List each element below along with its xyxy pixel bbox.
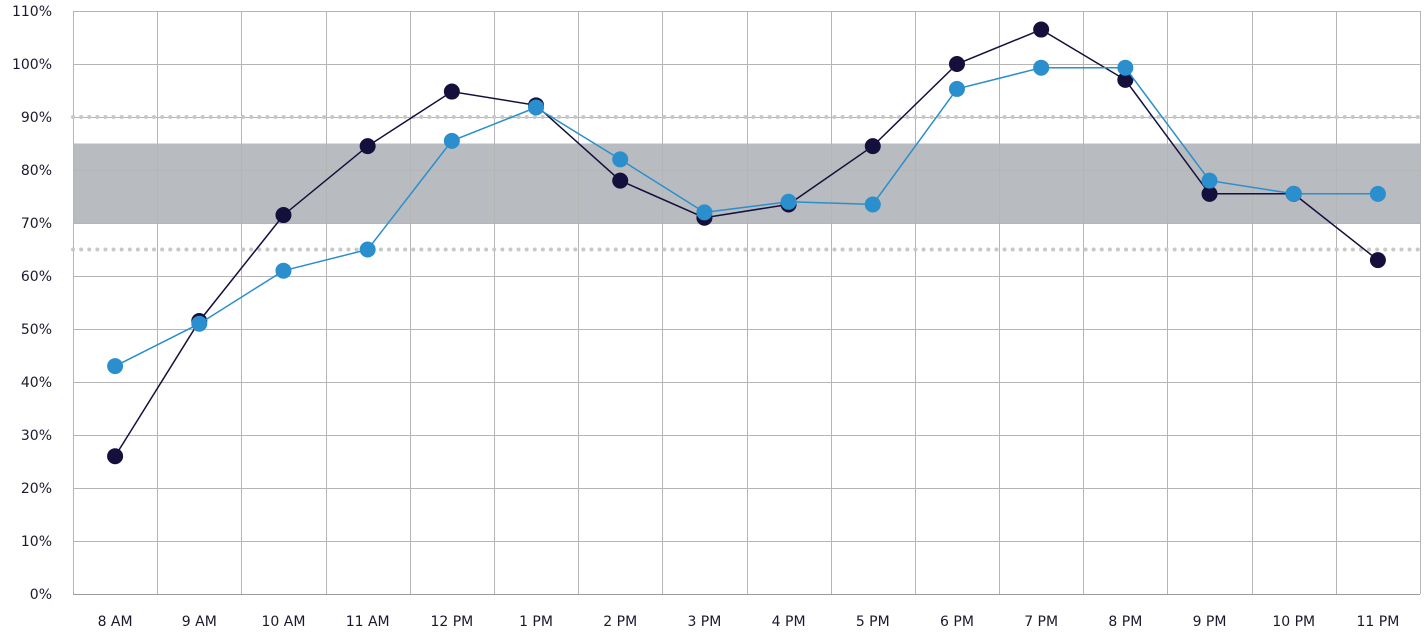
x-tick-label: 12 PM bbox=[430, 614, 473, 630]
x-tick-label: 11 AM bbox=[346, 614, 390, 630]
series-line bbox=[114, 28, 1379, 457]
x-tick-label: 6 PM bbox=[940, 614, 974, 630]
y-tick-label: 80% bbox=[21, 163, 52, 179]
reference-lines bbox=[71, 115, 1422, 252]
data-point bbox=[864, 138, 881, 155]
data-point bbox=[1201, 185, 1218, 202]
data-point bbox=[107, 448, 124, 465]
series-2 bbox=[107, 59, 1386, 375]
x-tick-label: 10 AM bbox=[262, 614, 306, 630]
data-point bbox=[443, 83, 460, 100]
data-point bbox=[1201, 172, 1218, 189]
data-point bbox=[1369, 185, 1386, 202]
x-tick-label: 4 PM bbox=[772, 614, 806, 630]
data-point bbox=[780, 193, 797, 210]
y-tick-label: 110% bbox=[12, 4, 52, 20]
y-tick-label: 70% bbox=[21, 216, 52, 232]
y-tick-label: 50% bbox=[21, 322, 52, 338]
data-point bbox=[359, 241, 376, 258]
data-point bbox=[107, 358, 124, 375]
y-tick-label: 100% bbox=[12, 57, 52, 73]
data-point bbox=[359, 138, 376, 155]
x-tick-label: 5 PM bbox=[856, 614, 890, 630]
data-point bbox=[1117, 71, 1134, 88]
data-point bbox=[864, 196, 881, 213]
data-point bbox=[1033, 59, 1050, 76]
x-tick-label: 2 PM bbox=[603, 614, 637, 630]
y-tick-label: 90% bbox=[21, 110, 52, 126]
x-tick-label: 1 PM bbox=[519, 614, 553, 630]
x-tick-label: 3 PM bbox=[687, 614, 721, 630]
x-tick-label: 9 AM bbox=[182, 614, 217, 630]
grid bbox=[73, 11, 1421, 595]
y-tick-label: 60% bbox=[21, 269, 52, 285]
data-point bbox=[528, 99, 545, 116]
target-band-rect bbox=[73, 143, 1420, 223]
data-point bbox=[443, 132, 460, 149]
data-point bbox=[1033, 21, 1050, 38]
data-point bbox=[1285, 185, 1302, 202]
y-axis-tick-labels: 0% 10% 20% 30% 40% 50% 60% 70% 80% 90% 100% 110% bbox=[12, 4, 52, 603]
series-line bbox=[114, 66, 1378, 367]
y-tick-label: 0% bbox=[30, 587, 52, 603]
data-point bbox=[948, 56, 965, 72]
data-point bbox=[612, 151, 629, 168]
series-1 bbox=[107, 21, 1386, 465]
x-tick-label: 11 PM bbox=[1357, 614, 1400, 630]
x-tick-label: 8 PM bbox=[1108, 614, 1142, 630]
data-point bbox=[191, 315, 208, 332]
data-point bbox=[948, 80, 965, 97]
data-point bbox=[275, 262, 292, 279]
data-point bbox=[275, 207, 292, 224]
data-point bbox=[1117, 59, 1134, 76]
series bbox=[107, 21, 1386, 465]
data-point bbox=[1369, 252, 1386, 269]
y-tick-label: 20% bbox=[21, 481, 52, 497]
x-tick-label: 9 PM bbox=[1193, 614, 1227, 630]
data-point bbox=[696, 204, 713, 221]
y-tick-label: 30% bbox=[21, 428, 52, 444]
x-tick-label: 7 PM bbox=[1024, 614, 1058, 630]
data-point bbox=[612, 172, 629, 189]
y-tick-label: 10% bbox=[21, 534, 52, 550]
y-tick-label: 40% bbox=[21, 375, 52, 391]
x-tick-label: 10 PM bbox=[1272, 614, 1315, 630]
target-band bbox=[73, 143, 1420, 223]
x-tick-label: 8 AM bbox=[98, 614, 133, 630]
x-axis-tick-labels: 8 AM 9 AM 10 AM 11 AM 12 PM 1 PM 2 PM 3 PM 4 PM 5… bbox=[98, 614, 1400, 630]
